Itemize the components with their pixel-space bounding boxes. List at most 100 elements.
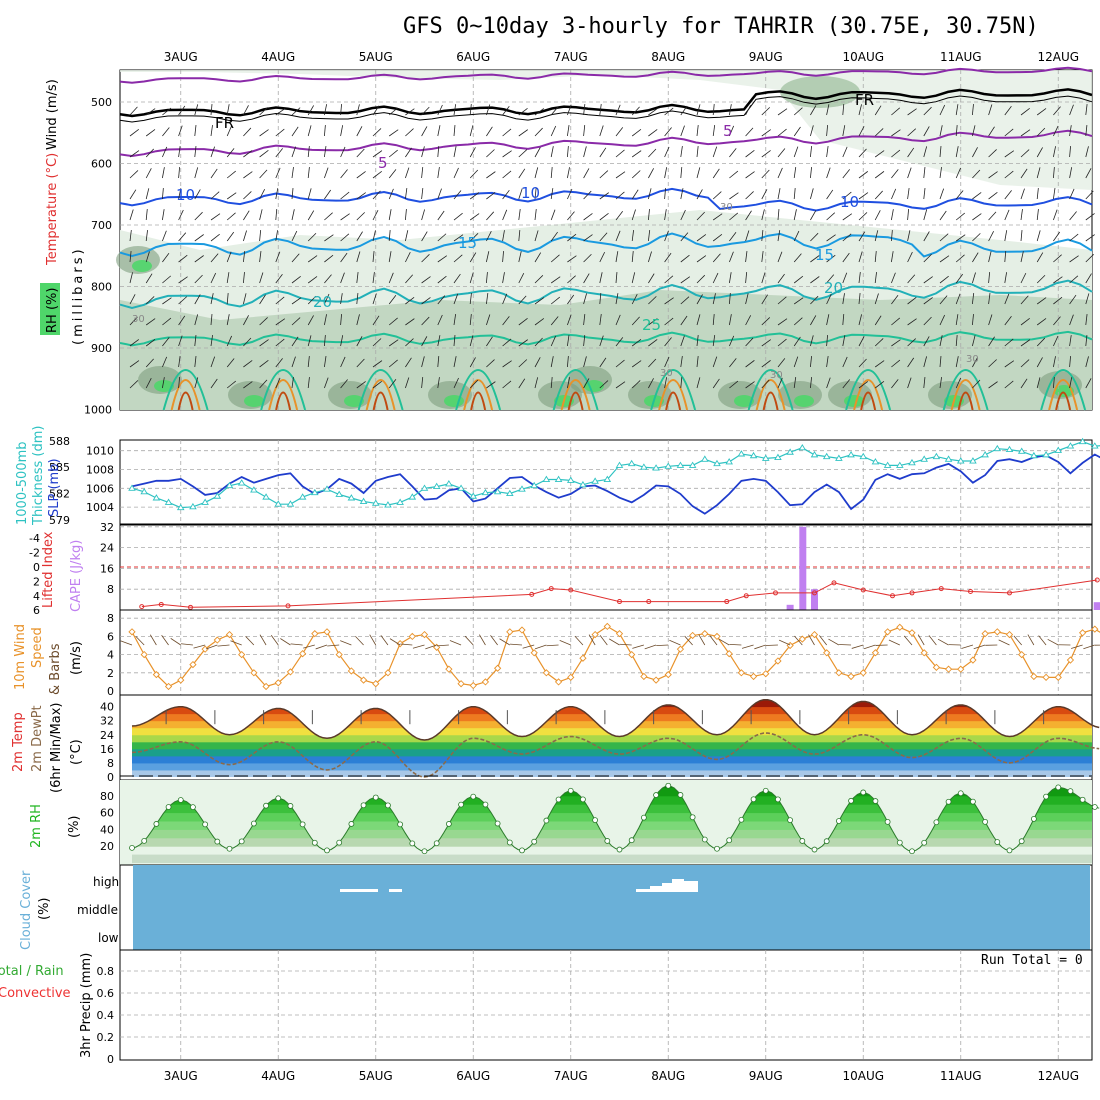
surface-wind-barb [608,638,620,646]
wind-barb [550,377,553,389]
wind-barb [615,381,626,389]
wind-barb [307,255,318,263]
wind-barb [129,360,140,368]
thickness-point [847,451,855,458]
wind-speed-point [140,650,148,659]
isotherm-40c [957,391,974,411]
rh-point [275,795,282,802]
isotherm-30c [942,369,989,411]
wind-barb [810,377,813,389]
thickness-tick-label: 588 [49,435,70,448]
wind-barb [939,125,943,137]
rh-tick-label: 60 [100,807,114,820]
wind-barb [972,314,974,326]
thickness-point [969,457,977,464]
thickness-point [566,476,575,483]
surface-wind-barb [656,644,669,647]
rh-point [543,817,550,824]
wind-barb [550,106,559,116]
rh-point [250,820,257,827]
wind-barb [421,356,425,368]
wind-barb [696,211,705,221]
wind-barb [486,171,496,179]
wind-barb [340,293,343,305]
rh-point [677,792,684,798]
wind-barb [680,296,690,305]
wind-barb [388,379,397,389]
wind-barb [194,314,199,326]
rh-point [689,814,696,821]
pressure-tick-label: 800 [91,281,112,294]
wind-barb [486,251,490,263]
bottom-date-label: 11AUG [940,1069,982,1083]
pressure-tick-label: 600 [91,158,112,171]
wind-barb [955,167,961,179]
surface-wind-barb [389,638,401,646]
wind-barb [1053,167,1055,179]
lifted-index-tick-label: 0 [33,561,40,574]
wind-barb [712,213,723,221]
wind-barb [291,275,301,284]
wind-barb [696,294,703,305]
slp-tick-label: 1008 [86,464,114,477]
wind-barb [874,230,879,242]
wind-barb [550,356,554,368]
wind-barb [178,254,188,263]
wind-barb [826,356,829,368]
rh-point [616,846,623,853]
wind-barb [842,293,845,305]
wind-barb [178,315,186,326]
wind-barb [307,315,314,326]
isotherm-40c [177,391,194,411]
wind-barb [226,148,235,158]
rh-point [762,787,769,794]
wind-barb [145,188,150,200]
wind-barb [405,274,414,284]
wind-speed-point [493,664,502,672]
wind-barb [745,127,754,137]
wind-barb [291,167,294,179]
surface-wind-barb [851,644,864,649]
thickness-point [298,493,307,500]
wind-barb [226,212,236,221]
wind-barb [129,170,139,179]
isotherm-30c [845,369,892,411]
wind-speed-point [713,632,721,641]
thickness-point [701,455,709,462]
precip-panel: 0.8 0.6 0.4 0.2 0 Run Total = 0 Total / Rain… [0,949,1093,1066]
wind-speed-point [347,667,356,675]
wind-barb [210,293,214,305]
wind-barb [777,209,780,221]
wind-barb [680,356,683,368]
rh-point [835,818,842,824]
wind-speed-point [810,630,819,639]
wind-barb [567,314,572,326]
lifted-index-point [139,604,145,610]
wind-barb [599,335,604,347]
thickness-point [883,461,892,468]
wind-barb [858,192,869,200]
wind-barb [534,275,544,284]
pressure-tick-label: 1000 [84,404,112,417]
wind-barb [826,254,836,263]
wind-barb [874,251,877,263]
wind-barb [1085,146,1089,158]
wind-barb [518,168,526,179]
wind-barb [534,377,539,389]
surface-wind-barb [741,644,754,649]
surface-wind-barb [290,643,303,646]
temp-label-3: (6hr Min/Max) [49,703,64,793]
wind-barb [729,380,739,389]
wind-barb [583,104,586,116]
temperature-contours [119,66,1093,411]
cape-tick-label: 24 [100,542,114,555]
wind-speed-point [628,650,636,659]
rh-point [580,796,586,803]
isotherm-40c [762,391,779,411]
wind-barb [988,314,993,326]
wind-barb [761,150,771,158]
lifted-index-point [188,604,193,610]
wind-barb [874,315,882,326]
top-date-label: 4AUG [261,50,295,64]
wind-barb [324,335,326,347]
